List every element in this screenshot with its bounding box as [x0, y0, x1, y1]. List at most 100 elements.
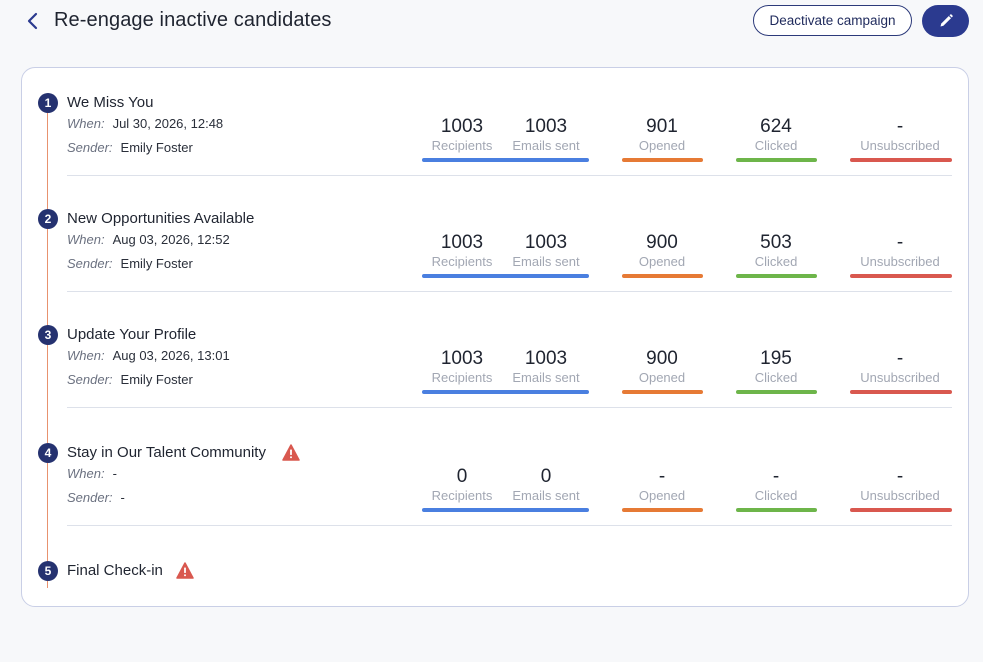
- stat-clicked: 624 Clicked: [726, 116, 826, 154]
- step-when: When: Jul 30, 2026, 12:48: [67, 116, 223, 131]
- step-name[interactable]: Stay in Our Talent Community: [67, 444, 266, 461]
- stat-value: 1003: [440, 232, 484, 253]
- sender-value: -: [120, 490, 125, 505]
- campaign-step[interactable]: 5 Final Check-in: [0, 545, 983, 662]
- stat-emails-sent: 1003 Emails sent: [496, 232, 596, 270]
- step-number-badge: 3: [38, 325, 58, 345]
- delivery-bar: [422, 158, 589, 162]
- when-label: When:: [67, 348, 105, 363]
- stat-clicked: - Clicked: [726, 466, 826, 504]
- step-number-badge: 4: [38, 443, 58, 463]
- stat-label: Clicked: [754, 370, 798, 385]
- stat-unsubscribed: - Unsubscribed: [850, 116, 950, 154]
- stat-clicked: 195 Clicked: [726, 348, 826, 386]
- stat-label: Opened: [638, 254, 686, 269]
- stat-label: Clicked: [754, 138, 798, 153]
- stat-value: 1003: [524, 116, 568, 137]
- stat-opened: 900 Opened: [612, 232, 712, 270]
- clicked-bar: [736, 274, 817, 278]
- sender-label: Sender:: [67, 372, 113, 387]
- deactivate-campaign-button[interactable]: Deactivate campaign: [753, 5, 912, 36]
- stat-unsubscribed: - Unsubscribed: [850, 348, 950, 386]
- stat-value: 195: [760, 348, 792, 369]
- step-divider: [67, 407, 952, 408]
- pencil-icon: [940, 14, 953, 27]
- sender-label: Sender:: [67, 256, 113, 271]
- unsubscribed-bar: [850, 274, 952, 278]
- sender-value: Emily Foster: [120, 372, 193, 387]
- back-arrow-icon[interactable]: [22, 10, 44, 32]
- campaign-step[interactable]: 3 Update Your Profile When: Aug 03, 2026, 1…: [0, 309, 983, 426]
- stat-value: 1003: [440, 348, 484, 369]
- campaign-steps-card: [21, 67, 969, 607]
- when-value: -: [112, 466, 117, 481]
- when-value: Aug 03, 2026, 12:52: [112, 232, 230, 247]
- stat-value: 1003: [524, 232, 568, 253]
- stat-recipients: 1003 Recipients: [412, 348, 512, 386]
- step-name[interactable]: Update Your Profile: [67, 326, 197, 343]
- step-name[interactable]: New Opportunities Available: [67, 210, 255, 227]
- step-number-badge: 1: [38, 93, 58, 113]
- stat-value: 900: [646, 232, 678, 253]
- stat-emails-sent: 1003 Emails sent: [496, 348, 596, 386]
- warning-triangle-icon[interactable]: [176, 562, 194, 579]
- stat-value: 900: [646, 348, 678, 369]
- stat-emails-sent: 0 Emails sent: [496, 466, 596, 504]
- sender-label: Sender:: [67, 140, 113, 155]
- stat-value: 503: [760, 232, 792, 253]
- campaign-step[interactable]: 2 New Opportunities Available When: Aug 03,…: [0, 193, 983, 310]
- step-number-badge: 2: [38, 209, 58, 229]
- stat-value: 0: [540, 466, 552, 487]
- step-sender: Sender: Emily Foster: [67, 372, 193, 387]
- stat-label: Clicked: [754, 254, 798, 269]
- step-when: When: -: [67, 466, 117, 481]
- step-name[interactable]: We Miss You: [67, 94, 154, 111]
- stat-value: 901: [646, 116, 678, 137]
- sender-value: Emily Foster: [120, 140, 193, 155]
- step-divider: [67, 525, 952, 526]
- stat-unsubscribed: - Unsubscribed: [850, 466, 950, 504]
- sender-value: Emily Foster: [120, 256, 193, 271]
- step-sender: Sender: Emily Foster: [67, 256, 193, 271]
- stat-opened: 900 Opened: [612, 348, 712, 386]
- clicked-bar: [736, 158, 817, 162]
- unsubscribed-bar: [850, 390, 952, 394]
- unsubscribed-bar: [850, 508, 952, 512]
- stat-label: Opened: [638, 138, 686, 153]
- edit-button[interactable]: [922, 5, 969, 37]
- stat-value: -: [896, 348, 904, 369]
- campaign-step[interactable]: 4 Stay in Our Talent Community When: - Sende…: [0, 427, 983, 544]
- campaign-step[interactable]: 1 We Miss You When: Jul 30, 2026, 12:48 Send…: [0, 77, 983, 194]
- step-name[interactable]: Final Check-in: [67, 562, 163, 579]
- step-divider: [67, 175, 952, 176]
- delivery-bar: [422, 274, 589, 278]
- stat-clicked: 503 Clicked: [726, 232, 826, 270]
- stat-emails-sent: 1003 Emails sent: [496, 116, 596, 154]
- stat-label: Emails sent: [512, 488, 580, 503]
- stat-label: Unsubscribed: [860, 254, 940, 269]
- opened-bar: [622, 390, 703, 394]
- when-label: When:: [67, 466, 105, 481]
- stat-label: Emails sent: [512, 370, 580, 385]
- step-when: When: Aug 03, 2026, 12:52: [67, 232, 230, 247]
- stat-value: 0: [456, 466, 468, 487]
- stat-label: Opened: [638, 370, 686, 385]
- stat-label: Recipients: [431, 488, 493, 503]
- stat-recipients: 1003 Recipients: [412, 116, 512, 154]
- when-value: Aug 03, 2026, 13:01: [112, 348, 230, 363]
- stat-label: Emails sent: [512, 254, 580, 269]
- delivery-bar: [422, 390, 589, 394]
- stat-value: 1003: [440, 116, 484, 137]
- stat-label: Unsubscribed: [860, 488, 940, 503]
- step-divider: [67, 291, 952, 292]
- page-header: Re-engage inactive candidates Deactivate…: [0, 0, 983, 44]
- stat-value: -: [658, 466, 666, 487]
- stat-opened: 901 Opened: [612, 116, 712, 154]
- stat-label: Unsubscribed: [860, 138, 940, 153]
- stat-label: Emails sent: [512, 138, 580, 153]
- step-when: When: Aug 03, 2026, 13:01: [67, 348, 230, 363]
- stat-label: Unsubscribed: [860, 370, 940, 385]
- stat-value: 624: [760, 116, 792, 137]
- warning-triangle-icon[interactable]: [282, 444, 300, 461]
- sender-label: Sender:: [67, 490, 113, 505]
